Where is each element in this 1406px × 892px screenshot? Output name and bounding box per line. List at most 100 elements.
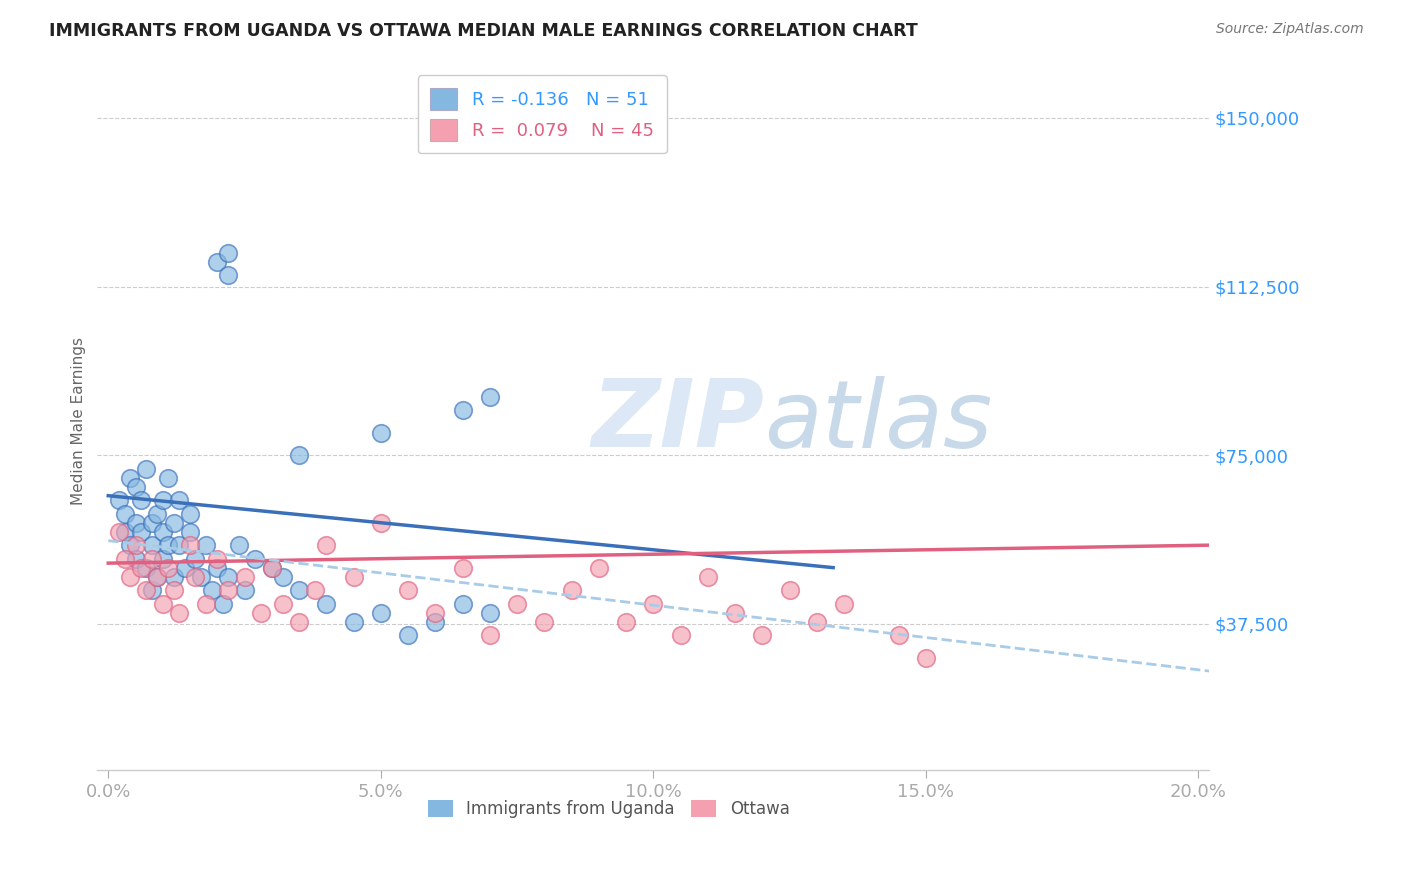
Point [451, 403, 474, 417]
Point [561, 583, 583, 598]
Point [167, 538, 190, 552]
Point [271, 597, 294, 611]
Point [260, 560, 283, 574]
Point [190, 569, 212, 583]
Point [179, 524, 201, 539]
Point [217, 245, 239, 260]
Point [478, 390, 501, 404]
Point [124, 551, 146, 566]
Point [167, 606, 190, 620]
Point [696, 569, 718, 583]
Point [425, 615, 447, 629]
Point [304, 583, 326, 598]
Point [201, 583, 224, 598]
Point [135, 560, 157, 574]
Point [141, 538, 163, 552]
Y-axis label: Median Male Earnings: Median Male Earnings [72, 337, 86, 506]
Point [179, 538, 201, 552]
Point [588, 560, 610, 574]
Point [806, 615, 828, 629]
Point [114, 551, 136, 566]
Point [118, 538, 141, 552]
Point [152, 524, 174, 539]
Point [217, 268, 239, 283]
Point [533, 615, 555, 629]
Point [396, 583, 419, 598]
Point [207, 551, 229, 566]
Point [118, 471, 141, 485]
Point [396, 628, 419, 642]
Point [832, 597, 855, 611]
Point [146, 569, 169, 583]
Point [260, 560, 283, 574]
Point [163, 516, 186, 530]
Point [207, 560, 229, 574]
Point [184, 551, 207, 566]
Text: ZIP: ZIP [592, 376, 765, 467]
Point [157, 538, 180, 552]
Point [614, 615, 637, 629]
Point [887, 628, 910, 642]
Point [129, 560, 152, 574]
Point [124, 538, 146, 552]
Point [129, 493, 152, 508]
Point [315, 538, 337, 552]
Point [108, 524, 131, 539]
Point [146, 507, 169, 521]
Point [250, 606, 273, 620]
Point [370, 606, 392, 620]
Point [288, 583, 311, 598]
Point [157, 471, 180, 485]
Point [163, 569, 186, 583]
Point [342, 615, 364, 629]
Point [124, 516, 146, 530]
Point [167, 493, 190, 508]
Point [669, 628, 692, 642]
Point [451, 560, 474, 574]
Point [478, 628, 501, 642]
Point [141, 516, 163, 530]
Point [152, 493, 174, 508]
Point [118, 569, 141, 583]
Text: atlas: atlas [765, 376, 993, 467]
Text: IMMIGRANTS FROM UGANDA VS OTTAWA MEDIAN MALE EARNINGS CORRELATION CHART: IMMIGRANTS FROM UGANDA VS OTTAWA MEDIAN … [49, 22, 918, 40]
Point [207, 255, 229, 269]
Point [233, 583, 256, 598]
Point [451, 597, 474, 611]
Point [245, 551, 267, 566]
Point [211, 597, 233, 611]
Point [152, 597, 174, 611]
Point [108, 493, 131, 508]
Point [288, 448, 311, 462]
Point [342, 569, 364, 583]
Point [217, 583, 239, 598]
Point [751, 628, 773, 642]
Point [179, 507, 201, 521]
Point [779, 583, 801, 598]
Point [288, 615, 311, 629]
Point [157, 560, 180, 574]
Point [129, 524, 152, 539]
Point [425, 606, 447, 620]
Point [233, 569, 256, 583]
Point [114, 507, 136, 521]
Point [135, 461, 157, 475]
Point [114, 524, 136, 539]
Point [370, 425, 392, 440]
Point [163, 583, 186, 598]
Point [478, 606, 501, 620]
Point [195, 538, 218, 552]
Point [141, 551, 163, 566]
Point [124, 480, 146, 494]
Text: Source: ZipAtlas.com: Source: ZipAtlas.com [1216, 22, 1364, 37]
Point [914, 650, 936, 665]
Point [152, 551, 174, 566]
Point [173, 560, 195, 574]
Point [724, 606, 747, 620]
Point [195, 597, 218, 611]
Point [141, 583, 163, 598]
Point [135, 583, 157, 598]
Point [506, 597, 529, 611]
Point [643, 597, 665, 611]
Point [315, 597, 337, 611]
